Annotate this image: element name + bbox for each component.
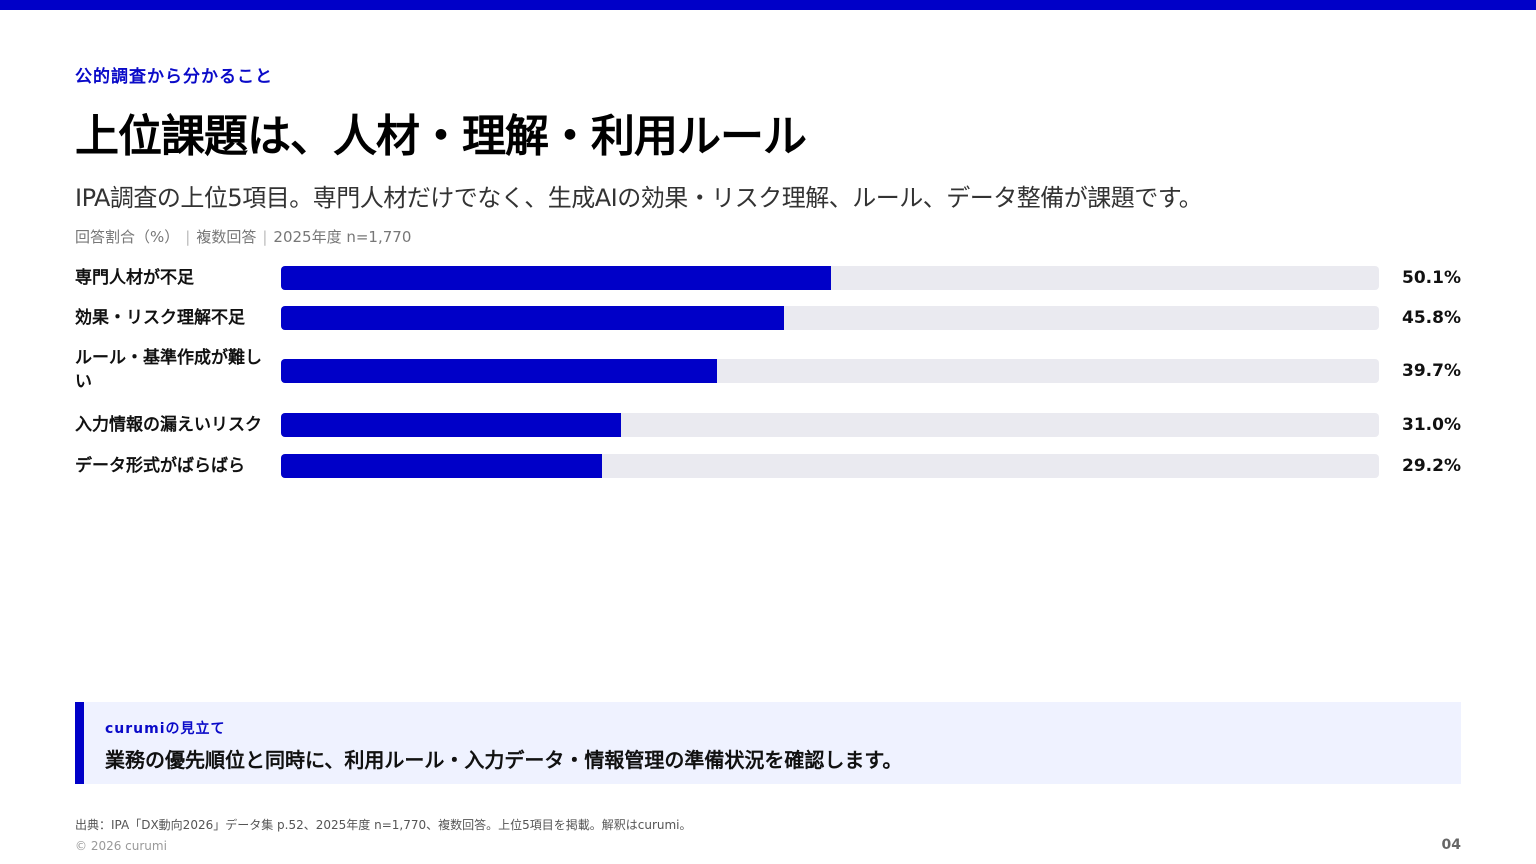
value-label: 39.7%	[1402, 361, 1461, 381]
callout-tag: curumiの見立て	[105, 721, 226, 737]
meta-separator: |	[185, 228, 191, 246]
category-label: 効果・リスク理解不足	[75, 308, 245, 328]
bar	[281, 266, 832, 290]
value-label: 45.8%	[1402, 308, 1461, 328]
bar-chart: 専門人材が不足 50.1% 効果・リスク理解不足 45.8% ルール・基準作成が難しい 3…	[75, 258, 1465, 488]
category-label: ルール・基準作成が難しい	[75, 348, 262, 392]
bar-track	[281, 306, 1379, 330]
page-subtitle: IPA調査の上位5項目。専門人材だけでなく、生成AIの効果・リスク理解、ルール、…	[75, 184, 1203, 212]
meta-separator: |	[262, 228, 268, 246]
source-note: 出典：IPA「DX動向2026」データ集 p.52、2025年度 n=1,770…	[75, 818, 692, 832]
category-label: データ形式がばらばら	[75, 456, 245, 476]
value-label: 29.2%	[1402, 456, 1461, 476]
value-label: 31.0%	[1402, 415, 1461, 435]
value-label: 50.1%	[1402, 268, 1461, 288]
page-number: 04	[1441, 837, 1461, 853]
bar-track	[281, 413, 1379, 437]
bar-track	[281, 359, 1379, 383]
bar	[281, 413, 622, 437]
meta-unit: 回答割合（%）	[75, 228, 180, 246]
bar-track	[281, 266, 1379, 290]
category-label: 入力情報の漏えいリスク	[75, 415, 262, 435]
copyright: © 2026 curumi	[75, 839, 167, 853]
meta-sample: 2025年度 n=1,770	[273, 228, 412, 246]
insight-callout: curumiの見立て 業務の優先順位と同時に、利用ルール・入力データ・情報管理の…	[75, 702, 1461, 784]
bar	[281, 359, 717, 383]
chart-meta: 回答割合（%） | 複数回答 | 2025年度 n=1,770	[75, 226, 411, 247]
category-label: 専門人材が不足	[75, 268, 194, 288]
bar-track	[281, 454, 1379, 478]
meta-answer-type: 複数回答	[196, 228, 257, 246]
bar	[281, 306, 784, 330]
page-title: 上位課題は、人材・理解・利用ルール	[75, 111, 807, 162]
eyebrow-label: 公的調査から分かること	[75, 67, 273, 87]
bar	[281, 454, 602, 478]
top-accent-bar	[0, 0, 1536, 10]
callout-text: 業務の優先順位と同時に、利用ルール・入力データ・情報管理の準備状況を確認します。	[105, 748, 903, 772]
